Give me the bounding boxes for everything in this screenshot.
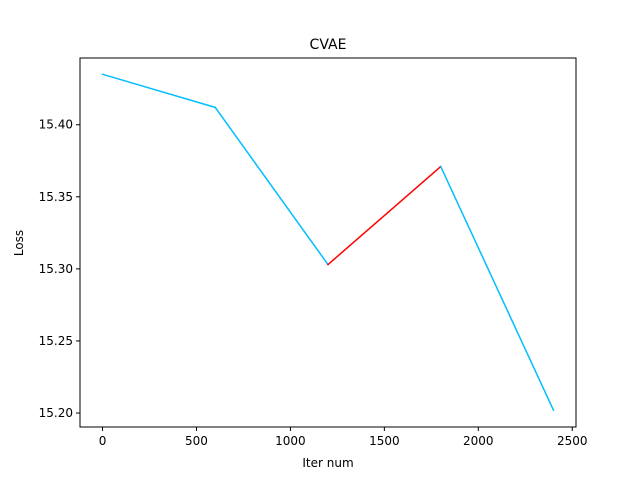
x-tick-label: 1000 bbox=[275, 434, 306, 448]
line-segment bbox=[214, 106, 330, 266]
x-tick-label: 2500 bbox=[557, 434, 588, 448]
y-tick-label: 15.20 bbox=[39, 406, 73, 420]
x-tick-label: 1500 bbox=[369, 434, 400, 448]
x-tick-label: 500 bbox=[185, 434, 208, 448]
line-segment bbox=[439, 165, 555, 412]
chart-title: CVAE bbox=[310, 37, 347, 53]
x-axis: 0 500 1000 1500 2000 2500 bbox=[99, 427, 588, 448]
y-axis-label: Loss bbox=[12, 230, 26, 256]
x-axis-label: Iter num bbox=[302, 456, 353, 470]
x-tick-label: 0 bbox=[99, 434, 107, 448]
y-axis: 15.20 15.25 15.30 15.35 15.40 bbox=[39, 118, 80, 420]
line-segment bbox=[326, 165, 442, 266]
plot-area bbox=[101, 73, 555, 412]
x-tick-label: 2000 bbox=[463, 434, 494, 448]
axes-frame bbox=[79, 57, 577, 428]
y-tick-label: 15.25 bbox=[39, 334, 73, 348]
y-tick-label: 15.30 bbox=[39, 262, 73, 276]
y-tick-label: 15.40 bbox=[39, 118, 73, 132]
y-tick-label: 15.35 bbox=[39, 190, 73, 204]
line-segment bbox=[101, 73, 217, 109]
